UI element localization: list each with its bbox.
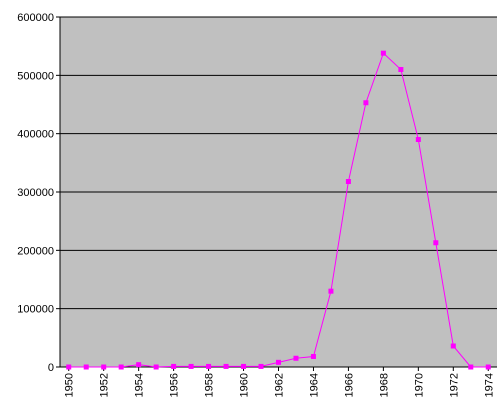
x-tick-label: 1964 [308, 373, 320, 397]
x-tick-label: 1962 [274, 373, 286, 397]
y-tick-label: 0 [48, 362, 54, 374]
y-tick-label: 200000 [17, 245, 54, 257]
x-tick-label: 1950 [64, 373, 76, 397]
point-marker [118, 364, 124, 370]
point-marker [328, 288, 334, 294]
y-tick-label: 100000 [17, 304, 54, 316]
point-marker [468, 364, 474, 370]
y-tick-label: 600000 [17, 12, 54, 24]
point-marker [293, 355, 299, 361]
point-marker [258, 363, 264, 369]
point-marker [345, 179, 351, 184]
point-marker [171, 363, 177, 369]
y-tick-label: 400000 [17, 129, 54, 141]
x-tick-label: 1954 [134, 373, 146, 397]
x-tick-label: 1974 [483, 373, 495, 397]
y-tick-label: 300000 [17, 187, 54, 199]
point-marker [101, 364, 107, 370]
point-marker [415, 137, 421, 142]
point-marker [223, 363, 229, 369]
point-marker [450, 343, 456, 349]
x-tick-label: 1966 [343, 373, 355, 397]
point-marker [485, 364, 491, 370]
point-marker [188, 363, 194, 369]
y-tick-label: 500000 [17, 70, 54, 82]
x-tick-label: 1960 [239, 373, 251, 397]
x-tick-label: 1972 [448, 373, 460, 397]
point-marker [241, 363, 247, 369]
point-marker [433, 240, 439, 246]
point-marker [66, 364, 72, 370]
point-marker [136, 362, 142, 368]
x-tick-label: 1970 [413, 373, 425, 397]
point-marker [83, 364, 89, 370]
x-tick-label: 1968 [378, 373, 390, 397]
point-marker [380, 50, 386, 56]
point-marker [276, 359, 281, 365]
point-marker [363, 100, 369, 106]
point-marker [310, 354, 316, 359]
point-marker [398, 67, 404, 72]
x-tick-label: 1958 [204, 373, 216, 397]
x-tick-label: 1956 [169, 373, 181, 397]
point-marker [153, 364, 159, 370]
x-tick-label: 1952 [99, 373, 111, 397]
point-marker [206, 363, 212, 369]
